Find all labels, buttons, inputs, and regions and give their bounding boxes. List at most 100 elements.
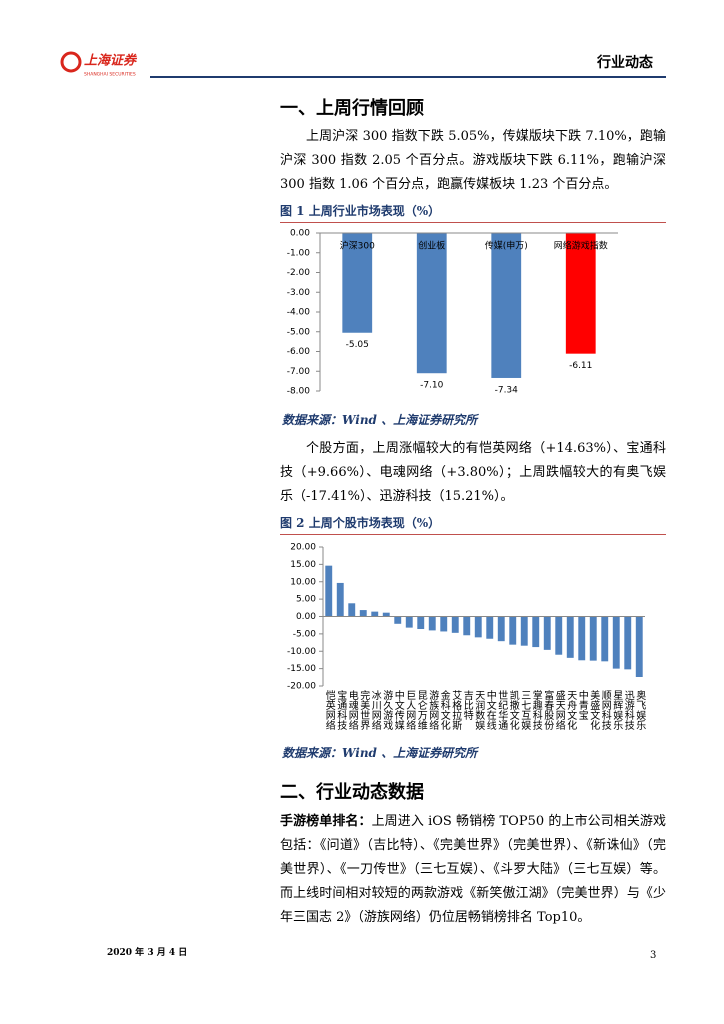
bar xyxy=(509,616,517,645)
bar xyxy=(589,616,597,661)
x-tick-label: 奥飞娱乐 xyxy=(634,689,646,730)
bar xyxy=(555,616,563,655)
x-tick-label: 沪深300 xyxy=(340,240,375,252)
x-tick-label: 顺网科技 xyxy=(599,690,611,731)
x-tick-label: 吉比特 xyxy=(461,690,473,720)
x-tick-label: 三七互娱 xyxy=(519,690,531,731)
y-tick-label: -5.00 xyxy=(287,327,311,337)
bar xyxy=(543,616,551,650)
x-tick-label: 恺英网络 xyxy=(323,689,335,731)
figure-caption: 图 1 上周行业市场表现（%） xyxy=(280,202,666,223)
x-tick-label: 传媒(申万) xyxy=(485,240,528,252)
x-tick-label: 游久游戏 xyxy=(381,689,393,731)
x-tick-label: 星辉娱乐 xyxy=(611,690,623,730)
figure-source: 数据来源：Wind 、上海证券研究所 xyxy=(282,413,478,427)
paragraph: 手游榜单排名：上周进入 iOS 畅销榜 TOP50 的上市公司相关游戏包括：《问… xyxy=(280,810,666,930)
bar xyxy=(417,616,425,630)
y-tick-label: -5.00 xyxy=(293,629,317,639)
bar xyxy=(405,616,413,628)
bar xyxy=(463,616,471,636)
bar xyxy=(491,233,522,378)
y-tick-label: 5.00 xyxy=(296,595,316,605)
x-tick-label: 天舟文化 xyxy=(565,690,577,730)
bar xyxy=(566,616,574,658)
bar xyxy=(532,616,540,648)
paragraph-lead: 手游榜单排名： xyxy=(280,814,372,829)
section-title: 一、上周行情回顾 xyxy=(280,98,424,119)
bar xyxy=(497,616,505,642)
y-tick-label: 15.00 xyxy=(290,560,316,570)
x-tick-label: 盛天网络 xyxy=(553,689,565,731)
value-label: -7.10 xyxy=(420,381,444,391)
y-tick-label: -20.00 xyxy=(287,682,316,692)
paragraph: 上周沪深 300 指数下跌 5.05%，传媒版块下跌 7.10%，跑输沪深 30… xyxy=(280,129,666,192)
bar xyxy=(578,616,586,661)
bar xyxy=(342,233,373,333)
y-tick-label: 0.00 xyxy=(296,612,316,622)
x-tick-label: 掌趣科技 xyxy=(530,690,542,731)
x-tick-label: 中文传媒 xyxy=(392,689,404,731)
y-tick-label: -7.00 xyxy=(287,367,311,377)
page-number: 3 xyxy=(650,950,657,961)
y-tick-label: -3.00 xyxy=(287,288,311,298)
chart: 0.00 -1.00 -2.00 -3.00 -4.00 -5.00 -6.00 -7.00 -… xyxy=(287,229,618,397)
bar xyxy=(474,616,482,638)
header-rule xyxy=(150,76,666,78)
y-tick-label: 20.00 xyxy=(290,543,316,553)
x-tick-label: 天润数娱 xyxy=(473,690,485,731)
bar xyxy=(416,233,447,374)
logo-en: SHANGHAI SECURITIES xyxy=(84,72,136,78)
bar xyxy=(601,616,609,662)
bar xyxy=(371,611,379,617)
bar xyxy=(394,616,402,624)
bar xyxy=(348,603,356,617)
y-tick-label: 10.00 xyxy=(290,577,316,587)
y-tick-label: 0.00 xyxy=(290,229,310,239)
y-tick-label: -15.00 xyxy=(287,664,316,674)
x-tick-label: 巨人网络 xyxy=(404,690,416,731)
paragraph: 个股方面，上周涨幅较大的有恺英网络（+14.63%）、宝通科技（+9.66%）、… xyxy=(280,441,666,504)
logo-text: 上海证券 xyxy=(84,53,138,69)
bar xyxy=(624,616,632,670)
x-tick-label: 游族网络 xyxy=(427,689,439,731)
y-tick-label: -2.00 xyxy=(287,268,311,278)
x-tick-label: 富春股份 xyxy=(542,689,554,731)
bar xyxy=(635,616,643,677)
y-tick-label: -4.00 xyxy=(287,308,311,318)
figure-source: 数据来源：Wind 、上海证券研究所 xyxy=(282,746,478,760)
x-tick-label: 完美世界 xyxy=(358,689,370,731)
bar xyxy=(336,582,344,617)
bar xyxy=(565,233,596,354)
bar xyxy=(325,565,333,617)
footer-date: 2020 年 3 月 4 日 xyxy=(107,948,188,958)
bar xyxy=(520,616,528,646)
y-tick-label: -6.00 xyxy=(287,347,311,357)
x-tick-label: 金科文化 xyxy=(438,689,450,730)
x-tick-label: 凯撒文化 xyxy=(507,689,519,730)
bar xyxy=(612,616,620,669)
bar xyxy=(440,616,448,632)
x-tick-label: 世纪华通 xyxy=(496,690,508,730)
value-label: -6.11 xyxy=(569,361,592,371)
bar xyxy=(486,616,494,639)
x-tick-label: 网络游戏指数 xyxy=(554,240,608,252)
logo: 上海证券 SHANGHAI SECURITIES xyxy=(60,51,138,78)
x-tick-label: 美盛文化 xyxy=(588,689,600,730)
logo-icon xyxy=(60,51,82,73)
y-tick-label: -8.00 xyxy=(287,387,311,397)
x-tick-label: 宝通科技 xyxy=(335,689,347,731)
header-section: 行业动态 xyxy=(597,55,653,71)
bar xyxy=(428,616,436,631)
x-tick-label: 中青宝 xyxy=(576,689,588,720)
x-tick-label: 中文在线 xyxy=(484,689,496,730)
bar xyxy=(359,610,367,617)
section-title: 二、行业动态数据 xyxy=(280,782,424,803)
bar xyxy=(382,612,390,617)
bar xyxy=(451,616,459,633)
x-tick-label: 电魂网络 xyxy=(346,689,358,731)
value-label: -7.34 xyxy=(495,385,519,395)
value-label: -5.05 xyxy=(346,340,369,350)
figure-caption: 图 2 上周个股市场表现（%） xyxy=(280,514,666,535)
x-tick-label: 创业板 xyxy=(418,240,445,252)
